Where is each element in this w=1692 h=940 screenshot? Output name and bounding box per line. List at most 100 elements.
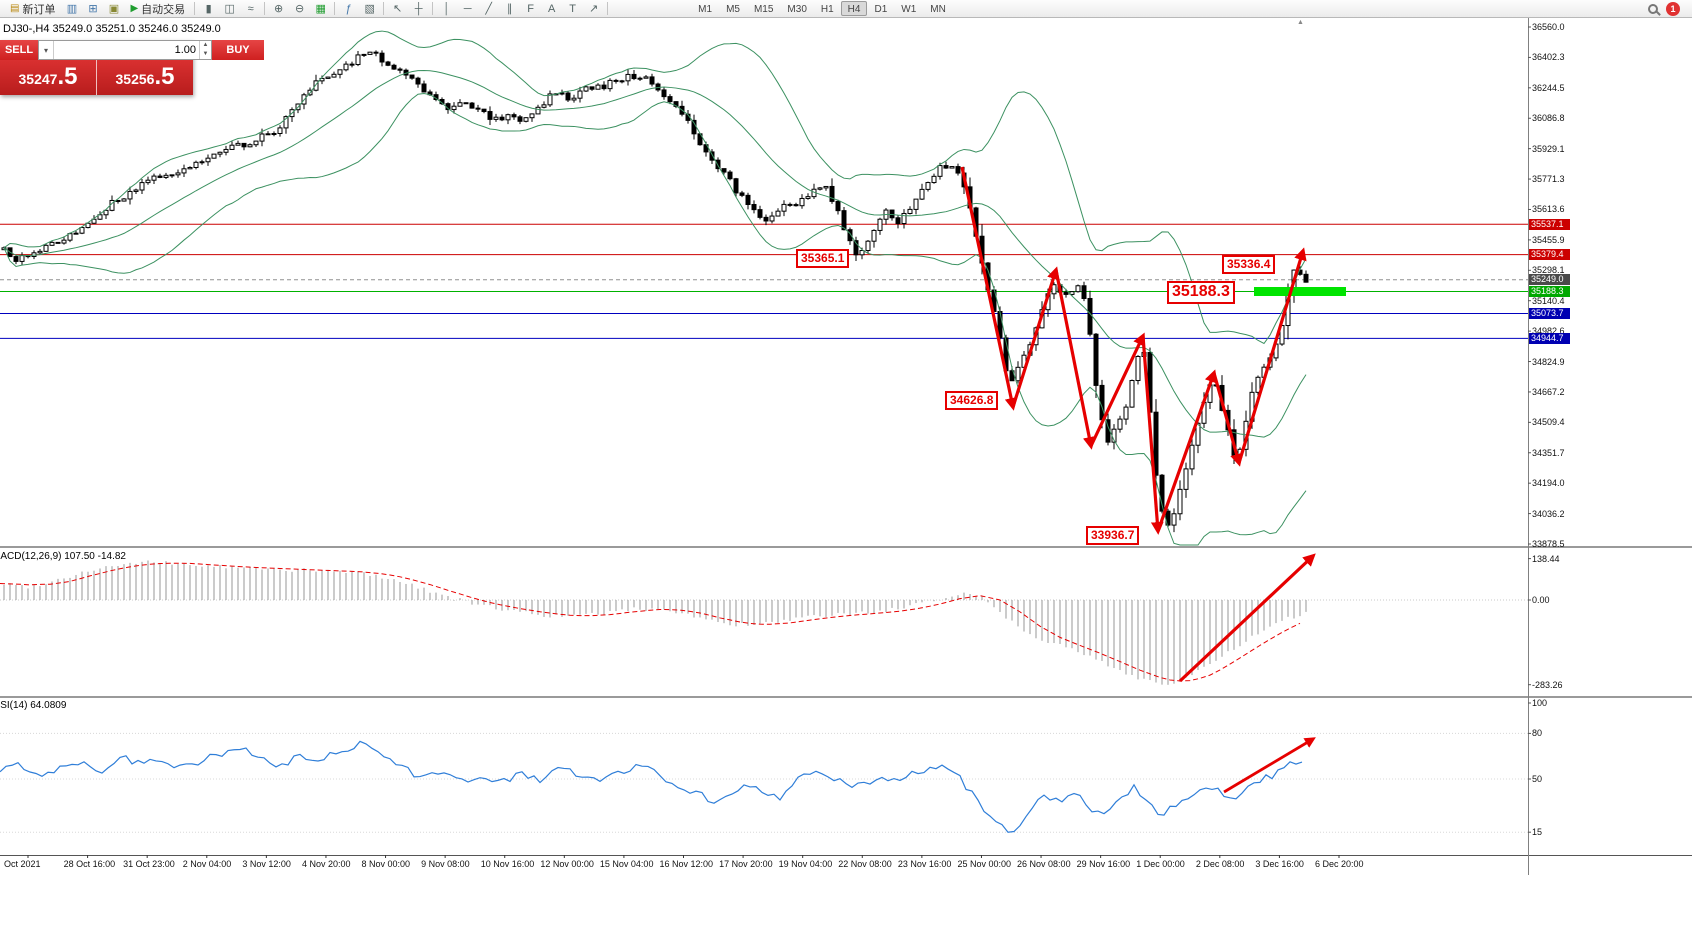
profiles-icon[interactable]: ▥: [66, 2, 78, 15]
buy-button[interactable]: BUY: [212, 40, 264, 60]
timeframe-m5-button[interactable]: M5: [726, 4, 740, 15]
buy-price-int: 35256: [115, 71, 155, 87]
indicators-icon[interactable]: ƒ: [345, 2, 352, 15]
time-axis-label: 6 Dec 20:00: [1315, 859, 1364, 869]
price-tick-label: 34824.9: [1532, 356, 1565, 367]
price-level-label: 35379.4: [1529, 249, 1570, 261]
price-tick-label: 35298.1: [1532, 265, 1565, 276]
timeframe-mn-button[interactable]: MN: [930, 4, 946, 15]
timeframe-m1-button[interactable]: M1: [698, 4, 713, 15]
arrows-icon[interactable]: ↗: [589, 2, 599, 15]
time-axis-label: 19 Nov 04:00: [778, 859, 833, 869]
toolbar-separator: [432, 2, 434, 15]
price-tick-label: 36244.5: [1532, 82, 1565, 93]
trendline-icon[interactable]: ╱: [485, 2, 492, 15]
price-annotation: 35365.1: [796, 249, 850, 268]
volume-control: ▾ ▲▼: [38, 40, 212, 60]
price-tick-label: 34509.4: [1532, 417, 1565, 428]
sell-price-int: 35247: [18, 71, 58, 87]
price-tick-label: 36402.3: [1532, 52, 1565, 63]
price-level-label: 35188.3: [1529, 285, 1570, 297]
spin-down-icon[interactable]: ▼: [202, 51, 209, 57]
fibonacci-icon[interactable]: F: [527, 2, 535, 15]
time-axis-label: 12 Nov 00:00: [540, 859, 594, 869]
time-axis-label: 28 Oct 16:00: [63, 859, 116, 869]
toolbar-separator: [194, 2, 196, 15]
time-axis-label: 8 Nov 00:00: [361, 859, 411, 869]
price-tick-label: 34036.2: [1532, 508, 1565, 519]
volume-spinner[interactable]: ▲ ▼: [199, 41, 211, 59]
price-tick-label: 34194.0: [1532, 478, 1565, 489]
price-annotation: 34626.8: [945, 391, 999, 410]
sell-button[interactable]: SELL: [0, 40, 38, 60]
cursor-icon[interactable]: ↖: [393, 2, 403, 15]
line-chart-type-icon[interactable]: ≈: [247, 2, 254, 15]
candlestick-chart-type-icon[interactable]: ◫: [224, 2, 235, 15]
price-tick-label: 34667.2: [1532, 386, 1565, 397]
macd-indicator-label: MACD(12,26,9) 107.50 -14.82: [0, 551, 126, 562]
price-level-label: 34944.7: [1529, 332, 1570, 344]
price-tick-label: 34351.7: [1532, 447, 1565, 458]
time-axis-label: 9 Nov 08:00: [421, 859, 470, 869]
price-annotation: 33936.7: [1086, 526, 1140, 545]
objects-list-icon[interactable]: ▧: [364, 2, 375, 15]
chart-ohlc-title: DJ30-,H4 35249.0 35251.0 35246.0 35249.0: [3, 23, 221, 35]
rsi-scale-label: 15: [1532, 827, 1543, 838]
toolbar-separator: [264, 2, 266, 15]
timeframe-m30-button[interactable]: M30: [787, 4, 807, 15]
time-axis-label: 2 Nov 04:00: [182, 859, 232, 869]
buy-price-display[interactable]: 35256.5: [96, 60, 193, 95]
volume-input[interactable]: [54, 41, 199, 59]
sell-price-display[interactable]: 35247.5: [0, 60, 96, 95]
buy-price-frac: .5: [154, 63, 175, 90]
time-axis-label: 22 Nov 08:00: [838, 859, 892, 869]
main-toolbar: ▤ 新订单 ▥ ⊞ ▣ ▶ 自动交易 ▮ ◫ ≈ ⊕ ⊖ ▦ ƒ ▧ ↖ ┼ │ ─ ╱ ∥ F A T ↗ M1 M5 M15 M30…: [0, 0, 1692, 18]
timeframe-h1-button[interactable]: H1: [820, 4, 834, 15]
auto-trading-icon: ▶: [130, 2, 139, 14]
timeframe-d1-button[interactable]: D1: [874, 4, 888, 15]
text-label-icon[interactable]: T: [569, 2, 577, 15]
timeframe-w1-button[interactable]: W1: [901, 4, 917, 15]
rsi-indicator-label: RSI(14) 64.0809: [0, 700, 67, 711]
zoom-out-icon[interactable]: ⊖: [295, 2, 305, 15]
price-tick-label: 34982.6: [1532, 326, 1565, 337]
strategy-icon[interactable]: ▣: [108, 2, 120, 15]
equidistant-channel-icon[interactable]: ∥: [506, 2, 513, 15]
time-axis-label: 3 Dec 16:00: [1255, 859, 1304, 869]
auto-trading-button[interactable]: ▶ 自动交易: [124, 1, 191, 17]
macd-scale-label: -283.26: [1532, 679, 1563, 690]
zoom-in-icon[interactable]: ⊕: [274, 2, 284, 15]
timeframe-h4-button[interactable]: H4: [840, 1, 868, 16]
crosshair-icon[interactable]: ┼: [414, 2, 423, 15]
time-axis-label: 2 Dec 08:00: [1195, 859, 1245, 869]
new-order-button[interactable]: ▤ 新订单: [4, 1, 61, 17]
vertical-line-icon[interactable]: │: [443, 2, 451, 15]
timeframe-m15-button[interactable]: M15: [753, 4, 774, 15]
toolbar-separator: [383, 2, 385, 15]
rsi-scale-label: 80: [1532, 728, 1543, 739]
chart-windows-icon[interactable]: ⊞: [88, 2, 98, 15]
price-level-label: 35537.1: [1529, 218, 1570, 230]
new-order-button-label: 新订单: [22, 3, 56, 16]
auto-trading-button-label: 自动交易: [141, 3, 186, 16]
spin-up-icon[interactable]: ▲: [202, 42, 209, 48]
time-axis-label: 23 Nov 16:00: [897, 859, 952, 869]
search-icon[interactable]: [1648, 3, 1658, 14]
time-axis-label: 16 Nov 12:00: [659, 859, 714, 869]
bar-chart-type-icon[interactable]: ▮: [205, 2, 212, 15]
time-axis-label: 31 Oct 23:00: [123, 859, 175, 869]
macd-scale-label: 138.44: [1532, 553, 1560, 564]
time-axis-label: 10 Nov 16:00: [480, 859, 535, 869]
tile-windows-icon[interactable]: ▦: [315, 2, 326, 15]
chart-shift-marker: ▲: [1297, 19, 1304, 26]
text-icon[interactable]: A: [547, 2, 556, 15]
horizontal-line-icon[interactable]: ─: [463, 2, 472, 15]
one-click-trading-panel: SELL ▾ ▲▼ BUY 35247.5 35256.5: [0, 40, 264, 95]
time-axis-label: 15 Nov 04:00: [599, 859, 654, 869]
notification-badge[interactable]: 1: [1666, 1, 1680, 16]
time-axis-label: Oct 2021: [4, 859, 41, 869]
volume-dropdown-icon[interactable]: ▾: [39, 41, 54, 59]
sell-price-frac: .5: [57, 63, 78, 90]
price-tick-label: 36560.0: [1532, 22, 1565, 32]
